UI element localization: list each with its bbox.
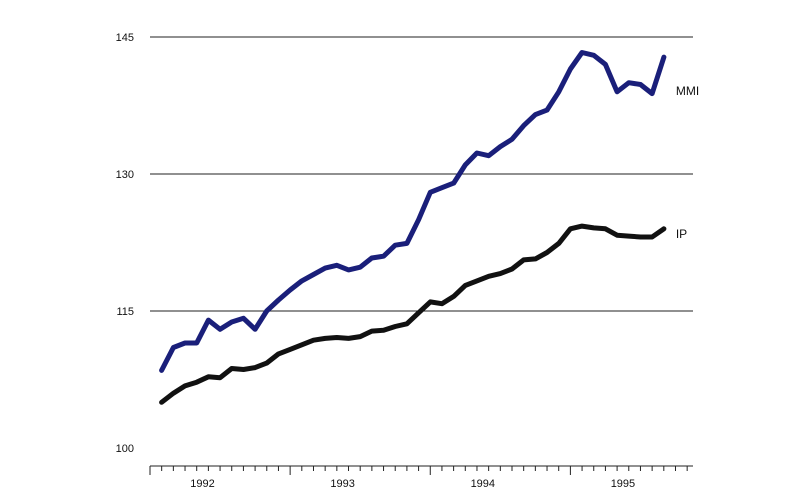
series-label-mmi: MMI [676, 84, 699, 98]
series-label-ip: IP [676, 227, 687, 241]
y-tick-label: 100 [116, 443, 134, 455]
x-axis-ticks: 1992 1993 1994 1995 [149, 466, 688, 490]
x-tick-label: 1995 [611, 478, 635, 490]
series-labels: MMI IP [676, 84, 699, 241]
x-tick-label: 1994 [471, 478, 495, 490]
series-lines [159, 50, 667, 405]
series-line-ip [159, 223, 667, 405]
x-tick-label: 1993 [330, 478, 354, 490]
y-axis-tick-labels: 100 115 130 145 [116, 32, 134, 455]
y-tick-label: 115 [116, 306, 134, 318]
y-tick-label: 130 [116, 169, 134, 181]
x-tick-label: 1992 [190, 478, 214, 490]
y-tick-label: 145 [116, 32, 134, 44]
series-line-mmi [159, 50, 667, 373]
